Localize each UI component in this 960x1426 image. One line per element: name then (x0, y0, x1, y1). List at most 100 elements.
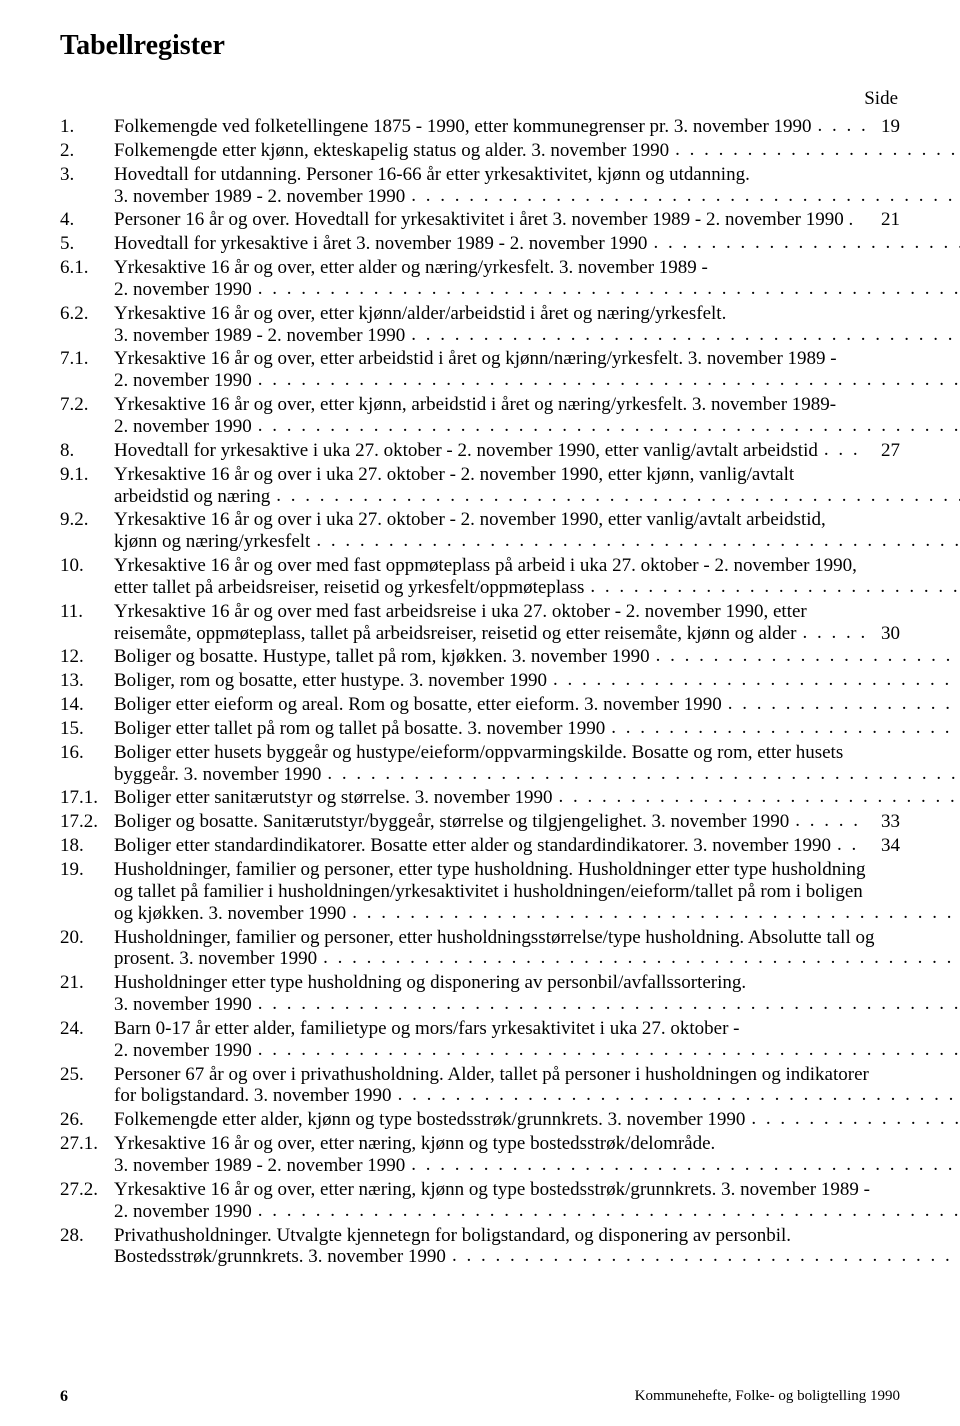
toc-entry: 27.2.Yrkesaktive 16 år og over, etter næ… (60, 1179, 900, 1223)
entry-number: 11. (60, 601, 114, 623)
toc-entry: 6.2.Yrkesaktive 16 år og over, etter kjø… (60, 303, 900, 347)
leader-dots: . . . . . . . . . . . . . . . . . . . . … (252, 369, 960, 391)
entry-last-line: kjønn og næring/yrkesfelt. . . . . . . .… (114, 531, 960, 553)
leader-dots: . . . . . (789, 810, 866, 832)
toc-entry: 17.2.Boliger og bosatte. Sanitærutstyr/b… (60, 811, 900, 833)
entry-text: kjønn og næring/yrkesfelt (114, 531, 310, 553)
toc-entry: 27.1.Yrkesaktive 16 år og over, etter næ… (60, 1133, 900, 1177)
entry-description: Boliger etter eieform og areal. Rom og b… (114, 694, 960, 716)
entry-text: 3. november 1989 - 2. november 1990 (114, 325, 405, 347)
toc-entry: 5.Hovedtall for yrkesaktive i året 3. no… (60, 233, 900, 255)
leader-dots: . . . . . . . . . . . . . . . . . . . . … (270, 485, 960, 507)
entry-number: 26. (60, 1109, 114, 1131)
entry-description: Yrkesaktive 16 år og over, etter arbeids… (114, 348, 960, 392)
entry-line: Privathusholdninger. Utvalgte kjennetegn… (114, 1225, 960, 1247)
entry-description: Husholdninger etter type husholdning og … (114, 972, 960, 1016)
entry-last-line: byggeår. 3. november 1990. . . . . . . .… (114, 764, 960, 786)
entry-number: 13. (60, 670, 114, 692)
toc-entry: 14.Boliger etter eieform og areal. Rom o… (60, 694, 900, 716)
entry-line: Yrkesaktive 16 år og over i uka 27. okto… (114, 509, 960, 531)
entry-description: Husholdninger, familier og personer, ett… (114, 927, 960, 971)
toc-entry: 19.Husholdninger, familier og personer, … (60, 859, 900, 925)
entry-description: Yrkesaktive 16 år og over, etter næring,… (114, 1179, 960, 1223)
entry-line: Yrkesaktive 16 år og over, etter kjønn, … (114, 394, 960, 416)
toc-entry: 21.Husholdninger etter type husholdning … (60, 972, 900, 1016)
leader-dots: . . . . . . . . . . . . . . . . . . . . … (405, 1154, 960, 1176)
entry-last-line: 3. november 1990. . . . . . . . . . . . … (114, 994, 960, 1016)
toc-entry: 6.1.Yrkesaktive 16 år og over, etter ald… (60, 257, 900, 301)
leader-dots: . . . . . (812, 115, 866, 137)
entry-text: Boliger, rom og bosatte, etter hustype. … (114, 670, 547, 692)
entry-number: 5. (60, 233, 114, 255)
leader-dots: . . . . . . . . . . . . . . . . . . . . … (392, 1084, 960, 1106)
entry-description: Boliger og bosatte. Hustype, tallet på r… (114, 646, 960, 668)
entry-line: Personer 67 år og over i privathusholdni… (114, 1064, 960, 1086)
entry-number: 18. (60, 835, 114, 857)
toc-entry: 11.Yrkesaktive 16 år og over med fast ar… (60, 601, 900, 645)
leader-dots: . . . . . . . . . . . . . . . . . . . . … (310, 530, 960, 552)
entry-number: 10. (60, 555, 114, 577)
entry-line: Yrkesaktive 16 år og over, etter kjønn/a… (114, 303, 960, 325)
entry-page: 33 (866, 811, 900, 833)
entry-description: Yrkesaktive 16 år og over, etter kjønn, … (114, 394, 960, 438)
entry-last-line: Boliger etter sanitærutstyr og størrelse… (114, 787, 960, 809)
entry-line: Husholdninger, familier og personer, ett… (114, 927, 960, 949)
entry-number: 17.1. (60, 787, 114, 809)
entry-description: Yrkesaktive 16 år og over med fast arbei… (114, 601, 900, 645)
entry-last-line: 3. november 1989 - 2. november 1990. . .… (114, 325, 960, 347)
entry-text: 3. november 1989 - 2. november 1990 (114, 186, 405, 208)
entry-last-line: Boliger etter tallet på rom og tallet på… (114, 718, 960, 740)
entry-text: Boliger etter eieform og areal. Rom og b… (114, 694, 722, 716)
leader-dots: . . . . . . . . . . . . . . . . . . . . … (446, 1245, 960, 1267)
leader-dots: . . . . . (831, 834, 866, 856)
leader-dots: . . . . . . . . . . . . . . . . . . . . … (584, 576, 960, 598)
leader-dots: . . . . . (818, 439, 866, 461)
toc-entry: 9.1.Yrkesaktive 16 år og over i uka 27. … (60, 464, 900, 508)
entry-description: Yrkesaktive 16 år og over, etter kjønn/a… (114, 303, 960, 347)
entry-last-line: Bostedsstrøk/grunnkrets. 3. november 199… (114, 1246, 960, 1268)
toc-entry: 4.Personer 16 år og over. Hovedtall for … (60, 209, 900, 231)
entry-number: 19. (60, 859, 114, 881)
entry-last-line: reisemåte, oppmøteplass, tallet på arbei… (114, 623, 900, 645)
entry-description: Husholdninger, familier og personer, ett… (114, 859, 960, 925)
toc-entry: 8.Hovedtall for yrkesaktive i uka 27. ok… (60, 440, 900, 462)
entry-number: 27.1. (60, 1133, 114, 1155)
toc-entry: 20.Husholdninger, familier og personer, … (60, 927, 900, 971)
entry-text: Boliger etter tallet på rom og tallet på… (114, 718, 605, 740)
entry-text: Hovedtall for yrkesaktive i året 3. nove… (114, 233, 647, 255)
entry-description: Folkemengde etter alder, kjønn og type b… (114, 1109, 960, 1131)
toc-entry: 24.Barn 0-17 år etter alder, familietype… (60, 1018, 900, 1062)
entry-description: Folkemengde ved folketellingene 1875 - 1… (114, 116, 900, 138)
entry-text: 2. november 1990 (114, 279, 252, 301)
entry-last-line: Folkemengde etter kjønn, ekteskapelig st… (114, 140, 960, 162)
entry-text: etter tallet på arbeidsreiser, reisetid … (114, 577, 584, 599)
leader-dots: . . . . . . . . . . . . . . . . . . . . … (722, 693, 960, 715)
entry-page: 21 (866, 209, 900, 231)
toc-entry: 26.Folkemengde etter alder, kjønn og typ… (60, 1109, 900, 1131)
entry-last-line: 2. november 1990. . . . . . . . . . . . … (114, 1040, 960, 1062)
leader-dots: . . . . . . . . . . . . . . . . . . . . … (252, 278, 960, 300)
entry-line: Yrkesaktive 16 år og over, etter næring,… (114, 1133, 960, 1155)
entry-text: 3. november 1989 - 2. november 1990 (114, 1155, 405, 1177)
entry-line: Husholdninger etter type husholdning og … (114, 972, 960, 994)
entry-text: og kjøkken. 3. november 1990 (114, 903, 346, 925)
entry-description: Folkemengde etter kjønn, ekteskapelig st… (114, 140, 960, 162)
side-label: Side (60, 88, 900, 110)
leader-dots: . . . . . . . . . . . . . . . . . . . . … (605, 717, 960, 739)
entry-text: byggeår. 3. november 1990 (114, 764, 321, 786)
entry-text: Folkemengde etter alder, kjønn og type b… (114, 1109, 745, 1131)
entry-description: Barn 0-17 år etter alder, familietype og… (114, 1018, 960, 1062)
entry-text: Boliger og bosatte. Sanitærutstyr/byggeå… (114, 811, 789, 833)
toc-entry: 28.Privathusholdninger. Utvalgte kjennet… (60, 1225, 900, 1269)
entry-last-line: 2. november 1990. . . . . . . . . . . . … (114, 370, 960, 392)
entry-description: Hovedtall for yrkesaktive i uka 27. okto… (114, 440, 900, 462)
entry-line: Barn 0-17 år etter alder, familietype og… (114, 1018, 960, 1040)
entry-number: 4. (60, 209, 114, 231)
leader-dots: . . . . . . . . . . . . . . . . . . . . … (252, 1039, 960, 1061)
entry-text: prosent. 3. november 1990 (114, 948, 317, 970)
entry-description: Yrkesaktive 16 år og over med fast oppmø… (114, 555, 960, 599)
entry-description: Boliger, rom og bosatte, etter hustype. … (114, 670, 960, 692)
entry-line: Yrkesaktive 16 år og over, etter arbeids… (114, 348, 960, 370)
entry-number: 14. (60, 694, 114, 716)
entry-number: 9.2. (60, 509, 114, 531)
